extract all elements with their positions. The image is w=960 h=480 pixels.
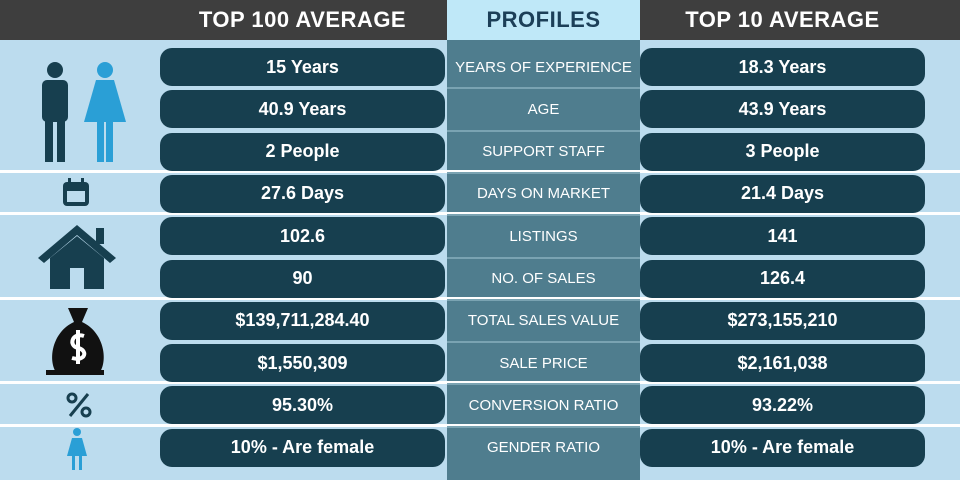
top100-value: $139,711,284.40: [160, 301, 445, 340]
group-separator: [0, 296, 960, 300]
top10-value: 93.22%: [640, 386, 925, 425]
top100-value: 90: [160, 259, 445, 298]
top100-value: 10% - Are female: [160, 428, 445, 467]
profile-label: SALE PRICE: [499, 354, 588, 372]
group-separator: [0, 381, 960, 385]
top100-value: 102.6: [160, 217, 445, 256]
top10-value: 18.3 Years: [640, 48, 925, 86]
icons: [38, 62, 126, 470]
top100-value: 27.6 Days: [160, 174, 445, 213]
money-bag-icon: [46, 308, 104, 375]
man-icon: [42, 62, 68, 162]
top10-value: 3 People: [640, 132, 925, 171]
profile-label: LISTINGS: [509, 227, 578, 245]
column-header: TOP 100 AVERAGE: [198, 7, 407, 32]
percent-icon: [66, 392, 92, 418]
header-band: [0, 0, 447, 40]
top10-value: 21.4 Days: [640, 174, 925, 213]
profile-label: CONVERSION RATIO: [468, 396, 619, 414]
group-separator: [0, 423, 960, 427]
group-separator: [0, 212, 960, 216]
column-header: TOP 10 AVERAGE: [685, 7, 880, 32]
row-separator: [447, 129, 640, 132]
profile-label: GENDER RATIO: [486, 439, 601, 457]
profile-label: AGE: [527, 100, 560, 118]
top10-value: $273,155,210: [640, 301, 925, 340]
top10-value: 43.9 Years: [640, 90, 925, 129]
header-band: [640, 0, 960, 40]
profile-label: TOTAL SALES VALUE: [467, 312, 620, 330]
row-separator: [447, 87, 640, 90]
top100-value: $1,550,309: [160, 344, 445, 383]
top10-value: $2,161,038: [640, 344, 925, 383]
profile-label: DAYS ON MARKET: [476, 185, 611, 203]
profile-label: YEARS OF EXPERIENCE: [455, 58, 632, 76]
column-header: PROFILES: [486, 7, 601, 32]
top10-value: 126.4: [640, 259, 925, 298]
woman-icon: [84, 62, 126, 162]
top100-value: 2 People: [160, 132, 445, 171]
row-separator: [447, 214, 640, 217]
top100-value: 40.9 Years: [160, 90, 445, 129]
profile-label: NO. OF SALES: [491, 270, 596, 287]
header-band: [447, 0, 640, 40]
calendar-icon: [63, 178, 89, 206]
row-separator: [447, 425, 640, 428]
female-icon: [67, 428, 87, 470]
house-icon: [38, 225, 116, 289]
row-separator: [447, 298, 640, 301]
top100-value: 15 Years: [160, 48, 445, 86]
top10-value: 141: [640, 217, 925, 256]
profiles-band: [447, 40, 640, 480]
top10-value: 10% - Are female: [640, 428, 925, 467]
row-separator: [447, 256, 640, 259]
row-separator: [447, 171, 640, 174]
group-separator: [0, 169, 960, 173]
top100-value: 95.30%: [160, 386, 445, 425]
row-separator: [447, 383, 640, 386]
row-separator: [447, 341, 640, 344]
profile-label: SUPPORT STAFF: [482, 143, 605, 161]
